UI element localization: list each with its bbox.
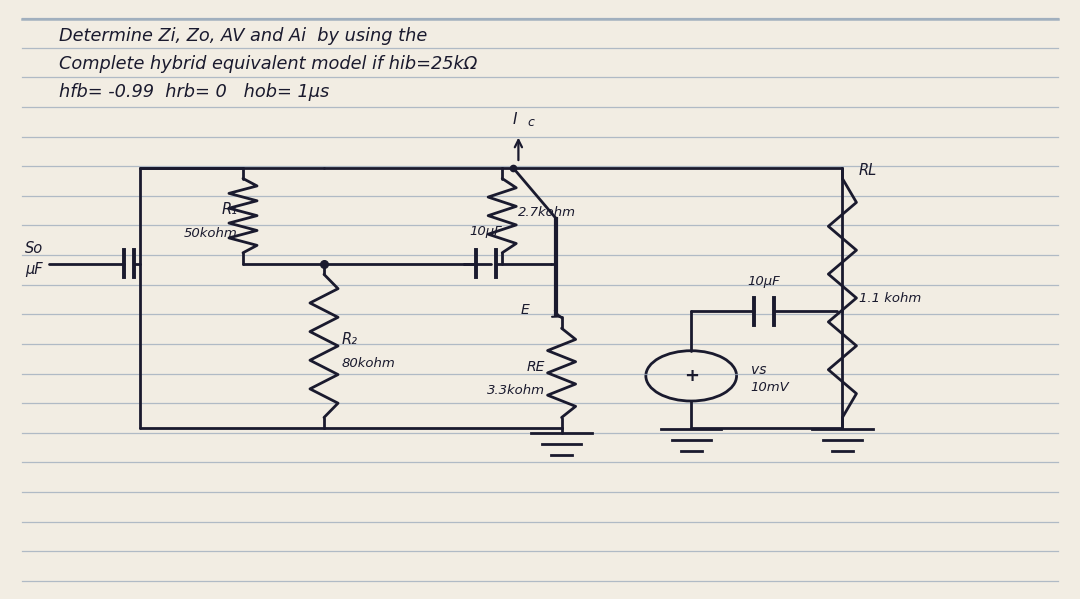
Text: μF: μF [26, 262, 43, 277]
Text: 10mV: 10mV [751, 382, 789, 394]
Text: R₁: R₁ [221, 202, 238, 217]
Text: hfb= -0.99  hrb= 0   hob= 1μs: hfb= -0.99 hrb= 0 hob= 1μs [59, 83, 329, 101]
Text: RL: RL [859, 163, 877, 179]
Text: 50kohm: 50kohm [184, 227, 238, 240]
Text: vs: vs [751, 363, 766, 377]
Text: RE: RE [527, 360, 545, 374]
Text: So: So [25, 241, 43, 256]
Text: 2.7kohm: 2.7kohm [518, 206, 577, 219]
Text: E: E [521, 304, 529, 317]
Text: 3.3kohm: 3.3kohm [487, 385, 545, 397]
Text: 10μF: 10μF [747, 274, 781, 288]
Text: R₂: R₂ [341, 332, 357, 347]
Text: Complete hybrid equivalent model if hib=25kΩ: Complete hybrid equivalent model if hib=… [59, 55, 477, 73]
Text: 1.1 kohm: 1.1 kohm [859, 292, 921, 304]
Text: +: + [684, 367, 699, 385]
Text: Determine Zi, Zo, AV and Ai  by using the: Determine Zi, Zo, AV and Ai by using the [59, 27, 428, 45]
Text: I: I [513, 112, 517, 127]
Text: c: c [527, 116, 534, 129]
Text: 80kohm: 80kohm [341, 358, 395, 370]
Text: 10μF: 10μF [470, 225, 502, 238]
